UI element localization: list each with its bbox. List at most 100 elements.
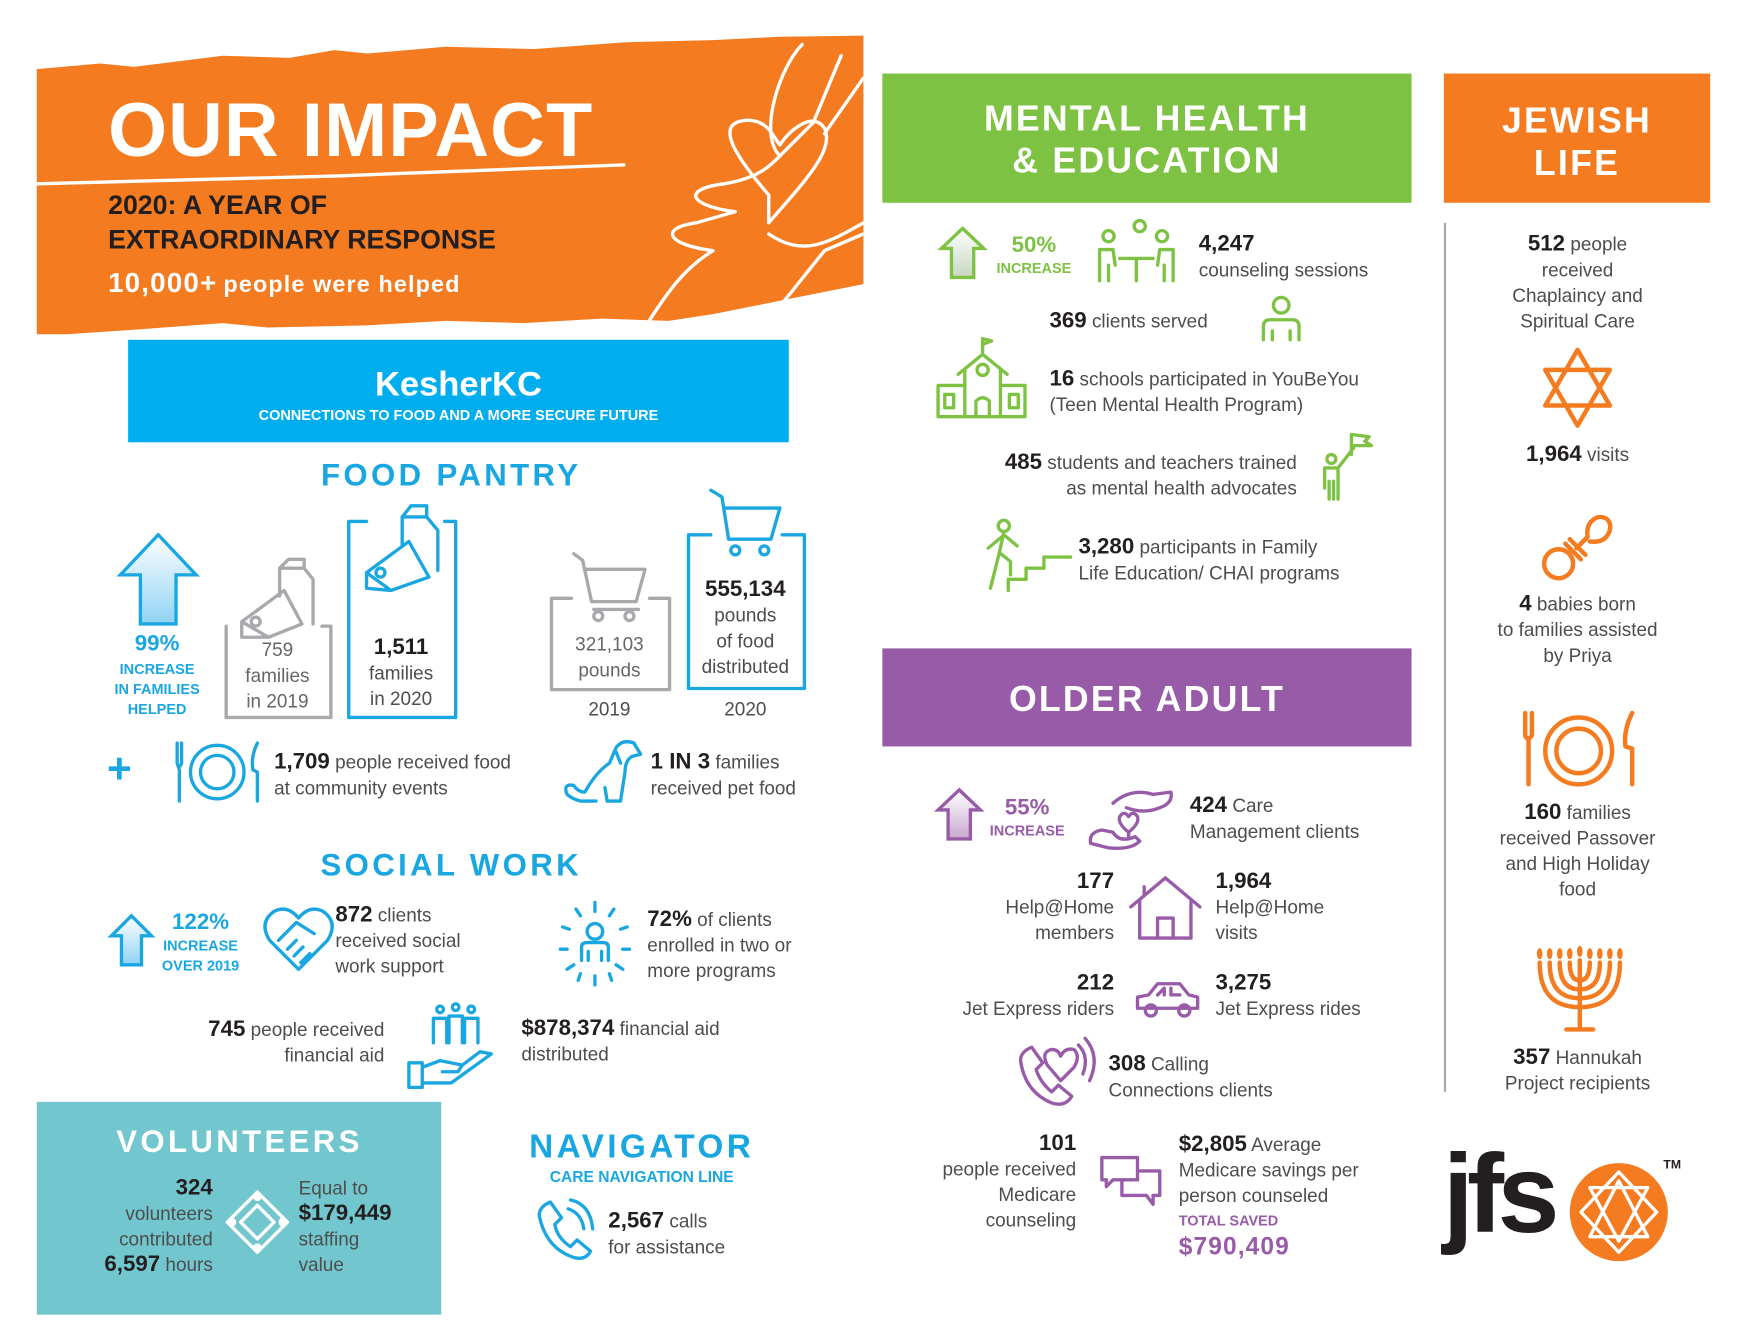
text-line: Equal to	[298, 1177, 369, 1199]
plus-icon: +	[106, 746, 132, 794]
medicare-counseling-stat: 101 people received Medicare counseling	[942, 1131, 1076, 1233]
help-home-members-stat: 177 Help@Home members	[1005, 869, 1114, 946]
text-line: Chaplaincy and	[1512, 285, 1643, 307]
text-line: 3,280 participants in Family	[1078, 535, 1339, 561]
page-title: OUR IMPACT	[108, 88, 594, 173]
text-line: Management clients	[1189, 821, 1360, 843]
stat-number: 2,567	[608, 1208, 665, 1234]
up-arrow-icon	[107, 913, 156, 967]
text-line: Project recipients	[1504, 1072, 1651, 1095]
increase-pct: 55%	[1004, 795, 1050, 820]
stat-text: financial aid	[619, 1018, 720, 1040]
holiday-food-stat: 160 families received Passover and High …	[1466, 800, 1689, 902]
heart-handshake-icon	[263, 907, 334, 971]
stat-number: $2,805	[1178, 1131, 1247, 1157]
visits-stat: 1,964 visits	[1466, 442, 1689, 468]
stat-text: Average	[1251, 1134, 1322, 1156]
pacifier-icon	[1541, 514, 1613, 581]
dog-icon	[564, 739, 643, 803]
social-increase: 122% INCREASE OVER 2019	[150, 909, 250, 976]
stat-number: 160	[1524, 799, 1562, 825]
jewish-life-banner: JEWISH LIFE	[1443, 73, 1711, 203]
pounds-2019-box	[549, 552, 672, 692]
stat-text: calls	[669, 1211, 708, 1233]
stat-text: visits	[1587, 444, 1630, 466]
schools-stat: 16 schools participated in YouBeYou (Tee…	[1049, 367, 1358, 418]
stat-number: 324	[175, 1175, 213, 1200]
text-line: members	[1035, 922, 1115, 944]
text-line: received pet food	[650, 777, 796, 799]
text-line: 72% of clients	[647, 907, 791, 933]
person-arrows-icon	[558, 900, 632, 987]
mental-increase: 50% INCREASE	[984, 232, 1084, 279]
menorah-icon	[1536, 945, 1623, 1032]
families-2020-text: 1,511 families in 2020	[346, 635, 455, 712]
text-line: enrolled in two or	[647, 934, 792, 956]
heading-line: & EDUCATION	[1012, 140, 1282, 181]
stairs-climber-icon	[986, 518, 1073, 593]
text-line: Connections clients	[1108, 1079, 1273, 1101]
stat-number: 212	[1076, 970, 1115, 995]
heading-text: OLDER ADULT	[1008, 678, 1285, 719]
text-line: staffing	[298, 1228, 360, 1251]
pounds-2020-box	[686, 488, 807, 691]
label-line: INCREASE	[119, 660, 195, 678]
label-line: IN FAMILIES	[114, 680, 200, 698]
stat-number: $878,374	[521, 1016, 615, 1041]
stat-number: 16	[1049, 366, 1075, 392]
care-management-stat: 424 Care Management clients	[1190, 793, 1359, 844]
text-line: value	[298, 1254, 344, 1276]
heading-line: MENTAL HEALTH	[983, 98, 1310, 139]
plate-cutlery-icon	[175, 741, 260, 803]
stat-text: schools participated in YouBeYou	[1079, 368, 1359, 390]
food-pantry-heading: FOOD PANTRY	[321, 457, 582, 493]
mental-health-banner: MENTAL HEALTH & EDUCATION	[882, 73, 1412, 203]
text-line: contributed	[119, 1228, 213, 1251]
up-arrow-icon	[116, 532, 200, 626]
food-increase-label: INCREASE IN FAMILIES HELPED	[90, 660, 224, 720]
text-line: 1,709 people received food	[274, 750, 511, 776]
kesher-subtitle: CONNECTIONS TO FOOD AND A MORE SECURE FU…	[258, 406, 659, 424]
phone-heart-icon	[1018, 1036, 1096, 1106]
text-line: of food	[716, 630, 775, 652]
text-line: work support	[335, 955, 444, 978]
stat-text: people received	[250, 1019, 385, 1041]
stat-number: 1,709	[274, 749, 330, 775]
medicare-savings-stat: $2,805 Average Medicare savings per pers…	[1179, 1132, 1359, 1259]
text-line: pounds	[578, 659, 641, 681]
total-saved-value: $790,409	[1178, 1232, 1290, 1261]
stat-number: 101	[1039, 1130, 1077, 1156]
stat-text: clients	[377, 904, 432, 926]
text-line: in 2020	[370, 688, 433, 710]
food-increase-pct: 99%	[134, 631, 180, 657]
navigator-subheading: CARE NAVIGATION LINE	[549, 1167, 734, 1186]
stat-number: 369	[1049, 308, 1087, 334]
hours-label: hours	[165, 1254, 213, 1276]
heading-line: JEWISH	[1501, 100, 1653, 141]
text-line: Jet Express riders	[962, 998, 1115, 1020]
text-line: more programs	[647, 960, 776, 982]
text-line: Help@Home	[1215, 896, 1325, 919]
text-line: counseling	[985, 1209, 1077, 1232]
up-arrow-icon	[933, 787, 985, 841]
volunteers-value-stat: Equal to $179,449 staffing value	[299, 1175, 392, 1277]
text-line: distributed	[701, 656, 790, 678]
counseling-icon	[1097, 218, 1175, 283]
text-line: to families assisted	[1497, 619, 1658, 641]
stat-number: 3,275	[1215, 970, 1272, 995]
text-line: food	[1559, 879, 1597, 901]
text-line: received social	[335, 930, 461, 952]
text-line: and High Holiday	[1505, 853, 1650, 875]
stat-number: 72%	[647, 906, 692, 932]
stat-number: 872	[335, 902, 373, 927]
text-line: for assistance	[608, 1236, 726, 1258]
clients-served-stat: 369 clients served	[1049, 309, 1207, 335]
orange-banner	[35, 35, 866, 336]
stat-number: 4,247	[1198, 231, 1255, 257]
programs-stat: 72% of clients enrolled in two or more p…	[647, 907, 791, 984]
linked-hands-icon	[225, 1190, 290, 1254]
logo-wordmark: jfs	[1442, 1131, 1560, 1257]
text-line: counseling sessions	[1198, 259, 1369, 281]
plate-cutlery-icon	[1522, 710, 1635, 787]
